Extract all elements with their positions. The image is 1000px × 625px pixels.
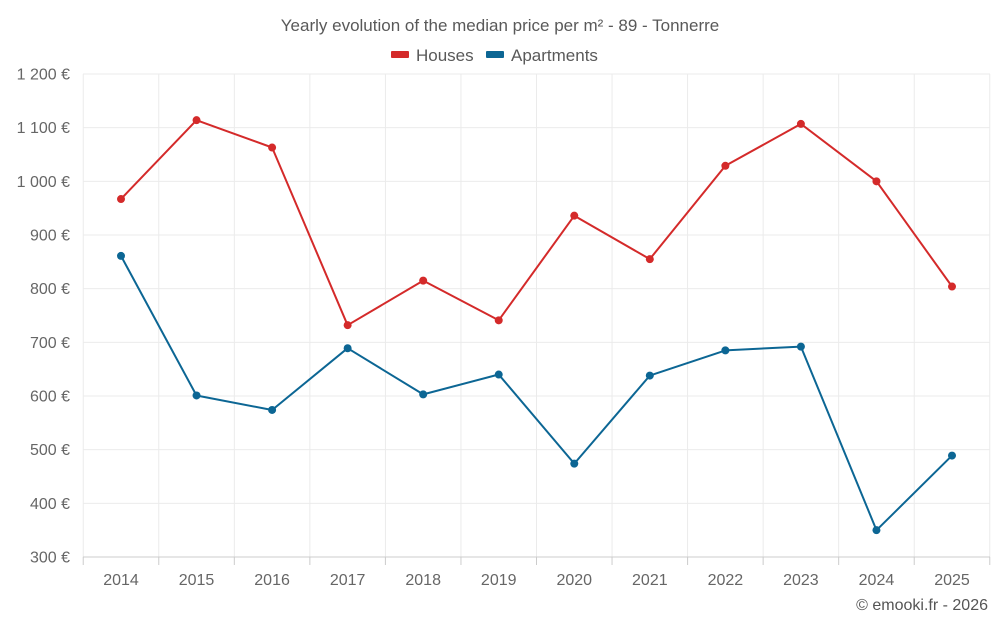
legend-label-houses: Houses xyxy=(416,46,474,65)
data-point-houses[interactable] xyxy=(645,255,654,264)
y-tick-label: 1 000 € xyxy=(17,174,70,191)
grid xyxy=(82,73,991,557)
data-point-houses[interactable] xyxy=(796,119,805,128)
chart-title: Yearly evolution of the median price per… xyxy=(281,16,719,35)
data-point-houses[interactable] xyxy=(268,143,277,152)
data-point-apartments[interactable] xyxy=(948,451,956,460)
x-tick-label: 2017 xyxy=(330,572,366,589)
y-tick-label: 700 € xyxy=(30,335,70,352)
data-point-houses[interactable] xyxy=(570,211,579,220)
legend[interactable]: Houses Apartments xyxy=(391,46,598,65)
data-point-apartments[interactable] xyxy=(645,371,654,380)
data-point-apartments[interactable] xyxy=(343,344,352,353)
legend-item-apartments[interactable]: Apartments xyxy=(486,46,598,65)
x-tick-label: 2014 xyxy=(103,572,139,589)
credit-text: © emooki.fr - 2026 xyxy=(856,597,988,614)
y-tick-label: 1 100 € xyxy=(17,120,70,137)
x-tick-label: 2019 xyxy=(481,572,517,589)
data-point-houses[interactable] xyxy=(419,276,428,285)
series-line-apartments xyxy=(120,255,953,532)
x-tick-label: 2015 xyxy=(179,572,215,589)
series-apartments xyxy=(117,251,956,535)
data-point-houses[interactable] xyxy=(872,177,881,186)
data-point-houses[interactable] xyxy=(192,116,201,125)
data-point-apartments[interactable] xyxy=(117,251,125,260)
data-point-apartments[interactable] xyxy=(419,390,428,399)
x-tick-label: 2018 xyxy=(405,572,441,589)
legend-swatch-houses xyxy=(391,51,409,58)
x-tick-label: 2022 xyxy=(708,572,744,589)
y-tick-label: 800 € xyxy=(30,281,70,298)
x-tick-label: 2025 xyxy=(934,572,970,589)
y-tick-label: 1 200 € xyxy=(17,67,70,84)
data-point-apartments[interactable] xyxy=(494,370,503,379)
data-point-apartments[interactable] xyxy=(796,342,805,351)
series-houses xyxy=(117,116,956,330)
legend-swatch-apartments xyxy=(486,51,504,58)
data-point-houses[interactable] xyxy=(721,161,730,170)
legend-label-apartments: Apartments xyxy=(511,46,598,65)
x-tick-label: 2023 xyxy=(783,572,819,589)
x-tick-label: 2021 xyxy=(632,572,668,589)
y-tick-label: 500 € xyxy=(30,442,70,459)
data-point-apartments[interactable] xyxy=(268,405,277,414)
y-tick-label: 900 € xyxy=(30,228,70,245)
data-point-apartments[interactable] xyxy=(872,526,881,535)
y-axis: 300 € 400 € 500 € 600 € 700 € 800 € 900 € 1 000… xyxy=(17,67,70,567)
y-tick-label: 600 € xyxy=(30,389,70,406)
data-point-apartments[interactable] xyxy=(192,391,201,400)
legend-item-houses[interactable]: Houses xyxy=(391,46,474,65)
data-point-houses[interactable] xyxy=(494,316,503,325)
data-point-houses[interactable] xyxy=(948,282,956,291)
series-line-houses xyxy=(120,119,953,327)
x-axis: 2014 2015 2016 2017 2018 2019 2020 2021 2022 2023… xyxy=(82,556,991,589)
series xyxy=(117,116,956,535)
data-point-apartments[interactable] xyxy=(570,459,579,468)
data-point-apartments[interactable] xyxy=(721,346,730,355)
data-point-houses[interactable] xyxy=(117,195,125,204)
x-tick-label: 2016 xyxy=(254,572,290,589)
x-tick-label: 2024 xyxy=(859,572,895,589)
data-point-houses[interactable] xyxy=(343,321,352,330)
x-tick-label: 2020 xyxy=(556,572,592,589)
y-tick-label: 300 € xyxy=(30,550,70,567)
y-tick-label: 400 € xyxy=(30,496,70,513)
